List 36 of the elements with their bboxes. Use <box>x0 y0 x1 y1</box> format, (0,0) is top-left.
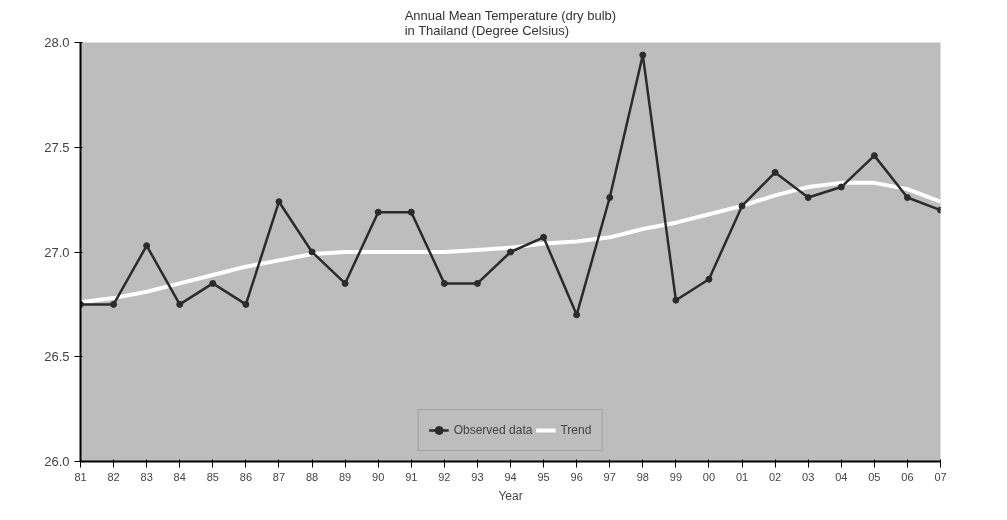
x-tick-label: 86 <box>239 470 253 483</box>
x-tick-label: 92 <box>438 470 451 483</box>
x-tick-label: 99 <box>669 470 683 483</box>
x-tick-label: 03 <box>802 470 815 483</box>
x-tick-label: 06 <box>901 470 914 483</box>
x-tick-label: 95 <box>537 470 550 483</box>
x-tick-label: 88 <box>305 470 319 483</box>
legend-label: Trend <box>560 423 592 437</box>
x-tick-label: 82 <box>107 470 120 483</box>
x-tick-label: 04 <box>835 470 848 483</box>
x-tick-label: 01 <box>735 470 749 483</box>
x-tick-label: 81 <box>74 470 87 483</box>
x-tick-label: 07 <box>934 470 947 483</box>
x-tick-label: 85 <box>206 470 219 483</box>
x-tick-label: 02 <box>769 470 782 483</box>
x-tick-label: 91 <box>405 470 418 483</box>
x-axis-title: Year <box>498 488 523 503</box>
y-tick-label: 28.0 <box>44 35 70 50</box>
y-tick-label: 27.5 <box>44 139 70 155</box>
x-tick-label: 96 <box>570 470 583 483</box>
x-tick-label: 87 <box>272 470 286 483</box>
x-tick-label: 90 <box>372 470 385 483</box>
x-tick-label: 83 <box>140 470 153 483</box>
y-tick-label: 26.0 <box>44 454 70 469</box>
y-tick-label: 26.5 <box>44 349 70 365</box>
x-tick-label: 97 <box>603 470 616 483</box>
x-tick-label: 94 <box>504 470 517 483</box>
x-tick-label: 89 <box>339 470 352 483</box>
x-tick-label: 93 <box>471 470 484 483</box>
legend-label: Observed data <box>453 423 533 437</box>
y-tick-label: 27.0 <box>44 244 70 260</box>
chart-title: Annual Mean Temperature (dry bulb) in Thailand (Degree Celsius) <box>404 7 617 38</box>
x-tick-label: 00 <box>702 470 716 483</box>
x-tick-label: 84 <box>173 470 186 483</box>
x-tick-label: 05 <box>868 470 881 483</box>
x-tick-label: 98 <box>636 470 649 483</box>
